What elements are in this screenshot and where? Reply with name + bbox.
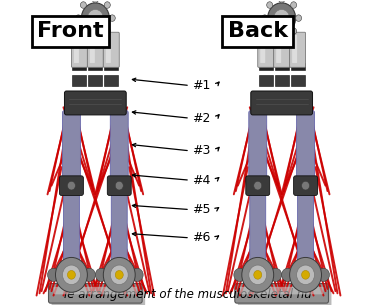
Circle shape <box>282 268 294 282</box>
FancyBboxPatch shape <box>297 110 315 180</box>
Circle shape <box>81 3 109 33</box>
Text: #2: #2 <box>192 112 210 125</box>
FancyBboxPatch shape <box>59 176 83 196</box>
Circle shape <box>291 28 297 35</box>
FancyBboxPatch shape <box>64 191 79 266</box>
Circle shape <box>274 9 290 27</box>
FancyBboxPatch shape <box>64 91 126 115</box>
FancyBboxPatch shape <box>292 35 297 63</box>
FancyBboxPatch shape <box>111 191 127 266</box>
Circle shape <box>279 0 285 3</box>
Circle shape <box>297 265 315 285</box>
FancyBboxPatch shape <box>49 284 142 303</box>
Circle shape <box>109 15 115 21</box>
FancyBboxPatch shape <box>291 63 305 70</box>
FancyBboxPatch shape <box>249 110 267 180</box>
FancyBboxPatch shape <box>235 284 329 303</box>
FancyBboxPatch shape <box>260 35 265 63</box>
Circle shape <box>115 181 123 190</box>
Circle shape <box>296 15 302 21</box>
FancyBboxPatch shape <box>87 32 103 67</box>
FancyBboxPatch shape <box>251 91 312 115</box>
Circle shape <box>302 181 309 190</box>
Circle shape <box>83 268 96 282</box>
FancyBboxPatch shape <box>106 35 111 63</box>
FancyBboxPatch shape <box>110 110 128 180</box>
Circle shape <box>56 257 87 292</box>
Circle shape <box>234 268 246 282</box>
Text: Front: Front <box>37 21 104 41</box>
FancyBboxPatch shape <box>88 63 102 70</box>
FancyBboxPatch shape <box>259 63 273 70</box>
FancyBboxPatch shape <box>291 75 305 86</box>
Circle shape <box>104 2 110 8</box>
Circle shape <box>267 28 273 35</box>
FancyBboxPatch shape <box>103 32 119 67</box>
FancyBboxPatch shape <box>276 35 281 63</box>
Circle shape <box>80 2 86 8</box>
FancyBboxPatch shape <box>73 75 86 86</box>
FancyBboxPatch shape <box>104 63 118 70</box>
Circle shape <box>242 257 274 292</box>
FancyBboxPatch shape <box>52 287 145 306</box>
Circle shape <box>268 3 296 33</box>
Circle shape <box>92 33 99 40</box>
Circle shape <box>262 15 268 21</box>
Circle shape <box>317 268 329 282</box>
Circle shape <box>80 28 86 35</box>
Circle shape <box>110 265 128 285</box>
FancyBboxPatch shape <box>275 75 289 86</box>
Circle shape <box>103 257 135 292</box>
Circle shape <box>67 271 76 279</box>
Circle shape <box>254 271 262 279</box>
Circle shape <box>67 181 76 190</box>
FancyBboxPatch shape <box>294 176 317 196</box>
FancyBboxPatch shape <box>104 75 118 86</box>
Circle shape <box>249 265 267 285</box>
FancyBboxPatch shape <box>238 287 332 306</box>
Circle shape <box>87 9 103 27</box>
Circle shape <box>279 33 285 40</box>
FancyBboxPatch shape <box>246 176 270 196</box>
FancyBboxPatch shape <box>258 32 274 67</box>
FancyBboxPatch shape <box>88 75 102 86</box>
FancyBboxPatch shape <box>62 110 80 180</box>
Text: Back: Back <box>228 21 288 41</box>
Text: #3: #3 <box>192 144 210 157</box>
Circle shape <box>62 265 80 285</box>
Circle shape <box>270 268 282 282</box>
Circle shape <box>254 181 262 190</box>
FancyBboxPatch shape <box>53 287 137 294</box>
FancyBboxPatch shape <box>275 63 289 70</box>
Text: #6: #6 <box>192 231 210 244</box>
Circle shape <box>76 15 81 21</box>
Text: #4: #4 <box>192 174 210 187</box>
Circle shape <box>291 2 297 8</box>
Text: le arrangement of the musculoskeletal hu: le arrangement of the musculoskeletal hu <box>64 288 312 301</box>
Text: #1: #1 <box>192 79 210 92</box>
Circle shape <box>290 257 321 292</box>
FancyBboxPatch shape <box>74 35 79 63</box>
Circle shape <box>267 2 273 8</box>
FancyBboxPatch shape <box>73 63 86 70</box>
Circle shape <box>104 28 110 35</box>
Circle shape <box>47 268 59 282</box>
Circle shape <box>92 0 99 3</box>
FancyBboxPatch shape <box>71 32 87 67</box>
FancyBboxPatch shape <box>259 75 273 86</box>
FancyBboxPatch shape <box>240 287 323 294</box>
Circle shape <box>115 271 123 279</box>
Circle shape <box>302 271 309 279</box>
Text: #5: #5 <box>192 203 211 216</box>
FancyBboxPatch shape <box>297 191 314 266</box>
FancyBboxPatch shape <box>274 32 290 67</box>
FancyBboxPatch shape <box>107 176 131 196</box>
FancyBboxPatch shape <box>90 35 95 63</box>
FancyBboxPatch shape <box>290 32 306 67</box>
Circle shape <box>96 268 107 282</box>
FancyBboxPatch shape <box>250 191 266 266</box>
Circle shape <box>131 268 143 282</box>
